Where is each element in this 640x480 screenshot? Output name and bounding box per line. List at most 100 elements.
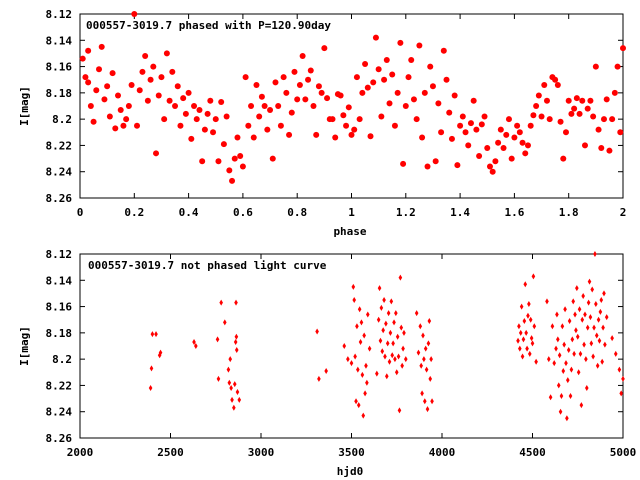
data-point [558, 408, 563, 415]
data-point [117, 106, 124, 113]
data-point [584, 105, 591, 112]
data-point [590, 113, 597, 120]
x-tick-label: 2000 [67, 446, 94, 459]
x-tick-label: 0.8 [287, 206, 307, 219]
data-point [150, 331, 155, 338]
data-point [576, 110, 583, 117]
data-point [353, 74, 360, 81]
data-point [378, 113, 385, 120]
data-point [550, 323, 555, 330]
data-point [192, 339, 196, 346]
data-point [518, 329, 523, 336]
data-point [465, 142, 472, 149]
x-tick-label: 1 [348, 206, 355, 219]
data-point [180, 95, 187, 102]
y-tick-label: 8.2 [52, 353, 72, 366]
data-point [459, 113, 466, 120]
data-point [400, 160, 407, 167]
data-point [109, 70, 116, 77]
data-point [123, 116, 130, 123]
data-point [577, 306, 582, 313]
data-point [361, 412, 366, 419]
data-point [104, 83, 111, 90]
data-point [557, 352, 562, 359]
data-point [134, 122, 141, 129]
data-point [423, 345, 428, 352]
data-point [446, 109, 453, 116]
data-point [250, 134, 257, 141]
data-point [354, 398, 358, 405]
data-point [520, 353, 525, 360]
data-point [136, 87, 143, 94]
data-point [619, 390, 623, 397]
data-point [125, 103, 132, 109]
data-point [562, 129, 569, 136]
data-point [575, 285, 579, 292]
data-point [232, 404, 236, 411]
data-point [115, 92, 122, 99]
data-point [530, 340, 535, 347]
data-point [592, 63, 599, 70]
data-point [380, 348, 385, 355]
data-point [538, 113, 545, 120]
data-point [418, 323, 423, 330]
data-point [364, 362, 368, 369]
data-point [564, 360, 568, 367]
data-point [234, 134, 241, 141]
data-point [359, 89, 366, 96]
data-point [621, 375, 625, 382]
data-point [272, 79, 279, 86]
data-point [522, 318, 527, 325]
data-point [611, 89, 618, 96]
data-point [342, 343, 347, 349]
data-point [96, 66, 103, 73]
data-point [356, 116, 363, 123]
data-point [573, 95, 580, 102]
data-point [427, 318, 432, 325]
data-point [603, 341, 607, 348]
data-point [423, 398, 427, 405]
data-point [617, 129, 624, 136]
data-point [602, 290, 606, 297]
data-point [376, 316, 381, 323]
data-point [579, 402, 584, 409]
data-point [389, 71, 396, 78]
data-point [324, 367, 328, 374]
data-point [399, 324, 404, 331]
data-point [596, 316, 601, 323]
data-point [379, 304, 384, 311]
data-point [343, 122, 350, 129]
data-point [383, 353, 387, 360]
data-point [568, 110, 575, 117]
data-point [473, 126, 480, 133]
x-tick-label: 0 [77, 206, 84, 219]
phased-light-curve-panel: 000557-3019.7 phased with P=120.90day ph… [18, 8, 626, 238]
data-point [401, 345, 405, 352]
data-point [587, 97, 594, 104]
data-point [429, 356, 433, 363]
data-point [101, 96, 108, 103]
data-point [219, 299, 223, 306]
data-point [237, 152, 244, 159]
data-point [580, 316, 585, 323]
data-point [426, 340, 431, 347]
y-axis-label: I[mag] [18, 86, 31, 126]
data-point [402, 329, 406, 336]
data-point [610, 335, 614, 342]
data-point [576, 369, 581, 376]
data-point [149, 365, 154, 372]
data-point [155, 92, 162, 99]
data-point [560, 323, 565, 330]
data-point [230, 396, 234, 403]
data-point [235, 389, 240, 395]
data-point [188, 135, 195, 142]
data-point [394, 89, 401, 96]
data-point [555, 311, 559, 318]
data-point [532, 323, 537, 330]
y-tick-label: 8.14 [46, 274, 73, 287]
data-point [157, 352, 162, 359]
data-point [413, 116, 420, 123]
data-point [349, 360, 354, 367]
data-point [307, 67, 314, 74]
data-point [581, 293, 585, 300]
